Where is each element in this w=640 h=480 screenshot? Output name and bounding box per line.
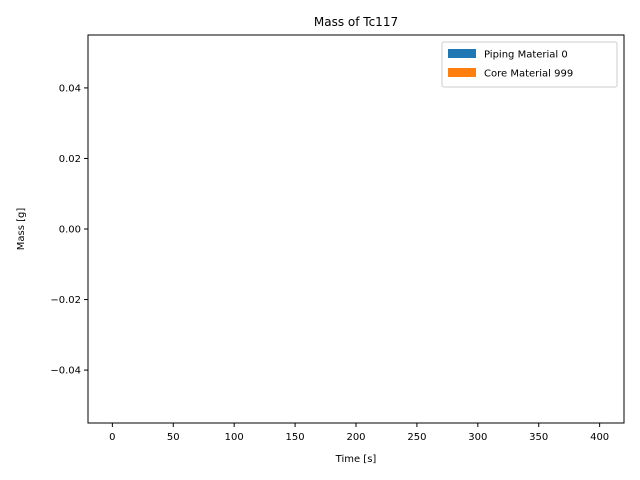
legend-label-0: Piping Material 0 xyxy=(484,50,568,61)
y-axis: −0.04 −0.02 0.00 0.02 0.04 xyxy=(50,83,88,377)
chart-title: Mass of Tc117 xyxy=(314,15,398,29)
y-tick-label: 0.00 xyxy=(59,225,81,236)
x-tick-label: 0 xyxy=(109,432,115,443)
y-tick-label: 0.04 xyxy=(59,83,81,94)
x-axis: 0 50 100 150 200 250 300 350 400 xyxy=(109,423,609,443)
x-tick-label: 150 xyxy=(286,432,305,443)
legend-swatch-0 xyxy=(448,49,476,58)
x-tick-label: 200 xyxy=(346,432,365,443)
legend-swatch-1 xyxy=(448,68,476,77)
y-tick-label: −0.04 xyxy=(50,366,81,377)
x-tick-label: 300 xyxy=(468,432,487,443)
y-tick-label: 0.02 xyxy=(59,154,81,165)
x-tick-label: 350 xyxy=(529,432,548,443)
x-tick-label: 50 xyxy=(167,432,180,443)
y-axis-label: Mass [g] xyxy=(16,208,27,251)
x-tick-label: 250 xyxy=(407,432,426,443)
legend: Piping Material 0 Core Material 999 xyxy=(441,41,618,88)
axes-frame xyxy=(87,34,625,424)
legend-box xyxy=(441,41,618,88)
y-tick-label: −0.02 xyxy=(50,295,81,306)
x-tick-label: 100 xyxy=(225,432,244,443)
legend-label-1: Core Material 999 xyxy=(484,69,573,80)
x-axis-label: Time [s] xyxy=(335,454,377,465)
x-tick-label: 400 xyxy=(590,432,609,443)
